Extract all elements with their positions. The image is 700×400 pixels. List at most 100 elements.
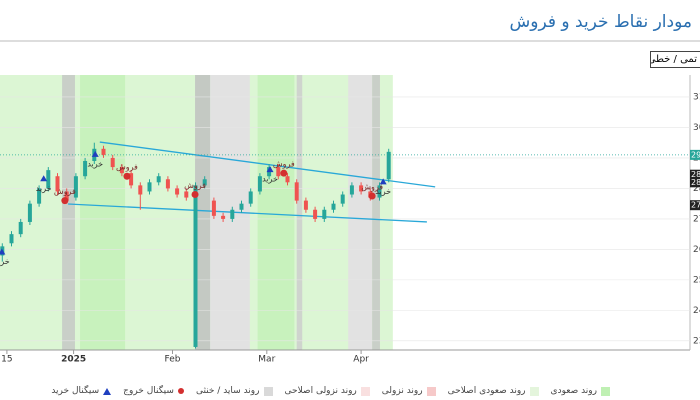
legend-item[interactable]: روند صعودی xyxy=(551,386,610,396)
legend-item[interactable]: روند نزولی اصلاحی xyxy=(285,386,370,396)
candle-body xyxy=(221,215,226,219)
legend-item[interactable]: روند ساید / خنثی xyxy=(196,386,273,396)
legend-swatch xyxy=(360,386,370,396)
candle-body xyxy=(110,157,115,168)
candle-body xyxy=(147,182,152,192)
price-tag-label: 28 xyxy=(691,170,700,179)
price-tag xyxy=(690,169,700,180)
page-title: مودار نقاط خرید و فروش xyxy=(509,12,692,32)
price-tag xyxy=(690,149,700,160)
sell-signal xyxy=(61,197,69,205)
x-tick-label: Feb xyxy=(165,355,181,365)
legend-swatch xyxy=(529,386,539,396)
legend-label: روند صعودی اصلاحی xyxy=(447,386,526,396)
sell-signal-label: فروش xyxy=(184,181,206,190)
y-tick-label: 26 xyxy=(693,245,700,255)
candle-body xyxy=(322,209,327,219)
trend-region xyxy=(80,75,126,350)
sell-signal-label: فروش xyxy=(116,163,138,172)
trend-region xyxy=(348,75,373,350)
buy-signal xyxy=(40,175,48,182)
candle-body xyxy=(27,203,32,222)
buy-signal xyxy=(91,150,99,157)
candle-body xyxy=(285,176,290,183)
sell-signal xyxy=(191,191,199,199)
legend-swatch xyxy=(426,386,436,396)
buy-signal xyxy=(266,166,274,173)
trend-region xyxy=(257,75,295,350)
sell-signal-label: فروش xyxy=(361,183,383,192)
legend-label: روند نزولی اصلاحی xyxy=(284,386,357,396)
sell-signal xyxy=(123,172,131,180)
buy-signal-label: خرید xyxy=(262,175,278,184)
candle-body xyxy=(349,185,354,195)
candle-body xyxy=(37,188,42,204)
buy-signal-label: خرید xyxy=(87,159,103,168)
legend: روند صعودی روند صعودی اصلاحی روند نزولی رون… xyxy=(51,386,610,396)
buy-signal-label: خرید xyxy=(375,187,391,196)
x-tick-label: 2025 xyxy=(61,355,86,365)
legend-label: سیگنال خروج xyxy=(123,386,174,396)
legend-swatch xyxy=(177,388,184,394)
candle-body xyxy=(64,191,69,201)
buy-signal xyxy=(0,248,6,255)
candle-body xyxy=(386,151,391,180)
legend-label: روند صعودی xyxy=(550,386,597,396)
price-tag-label: 27 xyxy=(691,201,700,210)
legend-label: روند نزولی xyxy=(381,386,423,396)
candle-body xyxy=(230,209,235,219)
candle-body xyxy=(46,170,51,189)
candle-body xyxy=(202,179,207,186)
buy-signal-label: خرید xyxy=(36,184,52,193)
trend-region xyxy=(296,75,303,350)
y-tick-label: 27 xyxy=(693,214,700,224)
candle-body xyxy=(211,200,216,216)
legend-item[interactable]: سیگنال خرید xyxy=(51,386,112,396)
buy-signal-label: خرید xyxy=(0,257,10,266)
candle-body xyxy=(138,185,143,195)
candle-body xyxy=(239,203,244,210)
candle-body xyxy=(83,160,88,177)
candle-body xyxy=(156,176,161,183)
legend-item[interactable]: سیگنال خروج xyxy=(123,386,184,396)
trendline xyxy=(68,203,427,223)
chart: 23 24 25 26 27 28 29 30 31 15 2025 Feb Mar Apr خرید خری… xyxy=(0,40,700,365)
y-tick-label: 24 xyxy=(693,306,700,316)
sell-signal xyxy=(280,169,288,177)
sell-signal-label: فروش xyxy=(54,187,76,196)
legend-item[interactable]: روند نزولی xyxy=(382,386,436,396)
candle-body xyxy=(119,167,124,174)
chart-mode-toggle[interactable]: تمی / خطی xyxy=(650,51,700,68)
candle-body xyxy=(9,234,14,244)
x-tick-label: Mar xyxy=(258,355,275,365)
legend-label: سیگنال خرید xyxy=(51,386,100,396)
candle-body xyxy=(129,173,134,186)
candle-body xyxy=(184,191,189,198)
legend-item[interactable]: روند صعودی اصلاحی xyxy=(448,386,539,396)
candle-body xyxy=(331,203,336,210)
candle-body xyxy=(165,179,170,189)
candle-body xyxy=(248,191,253,204)
candle-body xyxy=(313,209,318,219)
x-tick-label: 15 xyxy=(1,355,12,365)
legend-swatch xyxy=(263,386,273,396)
candle-body xyxy=(18,221,23,235)
buy-signal xyxy=(379,178,387,185)
candle-body xyxy=(101,148,106,155)
sell-signal-label: فروش xyxy=(273,160,295,169)
price-tag xyxy=(690,200,700,211)
price-tag-label: 28 xyxy=(691,178,700,187)
candle-body xyxy=(377,185,382,198)
candle-body xyxy=(193,185,198,347)
trendline xyxy=(99,141,436,188)
price-tag xyxy=(690,177,700,188)
legend-swatch xyxy=(601,386,610,396)
candle-body xyxy=(73,176,78,198)
legend-swatch xyxy=(103,387,112,395)
y-tick-label: 23 xyxy=(693,336,700,346)
sell-signal xyxy=(368,192,376,200)
price-tag-label: 29 xyxy=(691,150,700,159)
candle-body xyxy=(55,176,60,192)
y-tick-label: 28 xyxy=(693,184,700,194)
